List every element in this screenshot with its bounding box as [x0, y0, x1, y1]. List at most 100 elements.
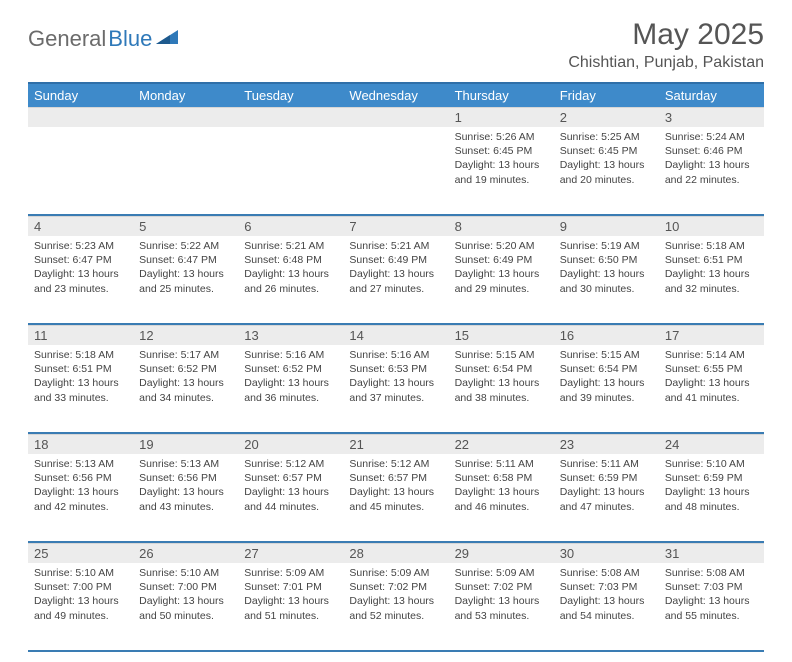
- day-number: 3: [659, 107, 764, 127]
- daylight-line: Daylight: 13 hours and 37 minutes.: [349, 376, 442, 404]
- day-cell: Sunrise: 5:14 AMSunset: 6:55 PMDaylight:…: [659, 345, 764, 433]
- daylight-line: Daylight: 13 hours and 41 minutes.: [665, 376, 758, 404]
- day-cell: Sunrise: 5:12 AMSunset: 6:57 PMDaylight:…: [343, 454, 448, 542]
- day-cell: Sunrise: 5:25 AMSunset: 6:45 PMDaylight:…: [554, 127, 659, 215]
- day-details: Sunrise: 5:10 AMSunset: 7:00 PMDaylight:…: [28, 563, 133, 627]
- day-details: Sunrise: 5:11 AMSunset: 6:58 PMDaylight:…: [449, 454, 554, 518]
- day-cell: Sunrise: 5:22 AMSunset: 6:47 PMDaylight:…: [133, 236, 238, 324]
- weekday-header: Thursday: [449, 83, 554, 107]
- day-cell: Sunrise: 5:24 AMSunset: 6:46 PMDaylight:…: [659, 127, 764, 215]
- sunrise-line: Sunrise: 5:11 AM: [560, 457, 653, 471]
- sunrise-line: Sunrise: 5:26 AM: [455, 130, 548, 144]
- sunrise-line: Sunrise: 5:08 AM: [665, 566, 758, 580]
- sunset-line: Sunset: 6:52 PM: [244, 362, 337, 376]
- day-details: Sunrise: 5:09 AMSunset: 7:02 PMDaylight:…: [343, 563, 448, 627]
- day-number: 4: [28, 216, 133, 236]
- sunset-line: Sunset: 7:00 PM: [139, 580, 232, 594]
- day-cell: [238, 127, 343, 215]
- day-cell: Sunrise: 5:16 AMSunset: 6:52 PMDaylight:…: [238, 345, 343, 433]
- daylight-line: Daylight: 13 hours and 45 minutes.: [349, 485, 442, 513]
- sunset-line: Sunset: 7:02 PM: [455, 580, 548, 594]
- sunrise-line: Sunrise: 5:23 AM: [34, 239, 127, 253]
- sunrise-line: Sunrise: 5:20 AM: [455, 239, 548, 253]
- sunrise-line: Sunrise: 5:24 AM: [665, 130, 758, 144]
- header: GeneralBlue May 2025 Chishtian, Punjab, …: [28, 18, 764, 76]
- brand-triangle-icon: [156, 27, 180, 45]
- sunrise-line: Sunrise: 5:21 AM: [244, 239, 337, 253]
- week-row: Sunrise: 5:10 AMSunset: 7:00 PMDaylight:…: [28, 563, 764, 651]
- day-number: 24: [659, 434, 764, 454]
- day-cell: Sunrise: 5:20 AMSunset: 6:49 PMDaylight:…: [449, 236, 554, 324]
- day-number: 14: [343, 325, 448, 345]
- sunset-line: Sunset: 6:50 PM: [560, 253, 653, 267]
- day-number: 12: [133, 325, 238, 345]
- day-number: 16: [554, 325, 659, 345]
- sunrise-line: Sunrise: 5:17 AM: [139, 348, 232, 362]
- sunset-line: Sunset: 6:52 PM: [139, 362, 232, 376]
- day-cell: Sunrise: 5:17 AMSunset: 6:52 PMDaylight:…: [133, 345, 238, 433]
- sunrise-line: Sunrise: 5:09 AM: [244, 566, 337, 580]
- day-number: 17: [659, 325, 764, 345]
- day-details: Sunrise: 5:08 AMSunset: 7:03 PMDaylight:…: [554, 563, 659, 627]
- day-details: Sunrise: 5:10 AMSunset: 7:00 PMDaylight:…: [133, 563, 238, 627]
- sunrise-line: Sunrise: 5:10 AM: [139, 566, 232, 580]
- day-number: 20: [238, 434, 343, 454]
- day-number: 15: [449, 325, 554, 345]
- sunrise-line: Sunrise: 5:09 AM: [455, 566, 548, 580]
- daylight-line: Daylight: 13 hours and 46 minutes.: [455, 485, 548, 513]
- daynum-row: 18192021222324: [28, 433, 764, 454]
- daylight-line: Daylight: 13 hours and 33 minutes.: [34, 376, 127, 404]
- daylight-line: Daylight: 13 hours and 19 minutes.: [455, 158, 548, 186]
- day-details: Sunrise: 5:15 AMSunset: 6:54 PMDaylight:…: [554, 345, 659, 409]
- sunrise-line: Sunrise: 5:15 AM: [560, 348, 653, 362]
- sunset-line: Sunset: 6:53 PM: [349, 362, 442, 376]
- day-details: Sunrise: 5:20 AMSunset: 6:49 PMDaylight:…: [449, 236, 554, 300]
- brand-text-2: Blue: [108, 26, 152, 52]
- sunset-line: Sunset: 6:49 PM: [455, 253, 548, 267]
- day-details: Sunrise: 5:14 AMSunset: 6:55 PMDaylight:…: [659, 345, 764, 409]
- sunset-line: Sunset: 7:03 PM: [665, 580, 758, 594]
- day-cell: Sunrise: 5:08 AMSunset: 7:03 PMDaylight:…: [659, 563, 764, 651]
- day-cell: Sunrise: 5:12 AMSunset: 6:57 PMDaylight:…: [238, 454, 343, 542]
- day-details: Sunrise: 5:26 AMSunset: 6:45 PMDaylight:…: [449, 127, 554, 191]
- daylight-line: Daylight: 13 hours and 36 minutes.: [244, 376, 337, 404]
- daylight-line: Daylight: 13 hours and 25 minutes.: [139, 267, 232, 295]
- sunset-line: Sunset: 6:55 PM: [665, 362, 758, 376]
- weekday-header: Sunday: [28, 83, 133, 107]
- day-details: Sunrise: 5:15 AMSunset: 6:54 PMDaylight:…: [449, 345, 554, 409]
- daylight-line: Daylight: 13 hours and 47 minutes.: [560, 485, 653, 513]
- sunset-line: Sunset: 6:56 PM: [139, 471, 232, 485]
- sunset-line: Sunset: 6:51 PM: [34, 362, 127, 376]
- daylight-line: Daylight: 13 hours and 55 minutes.: [665, 594, 758, 622]
- sunset-line: Sunset: 6:59 PM: [560, 471, 653, 485]
- day-number: 23: [554, 434, 659, 454]
- sunset-line: Sunset: 7:01 PM: [244, 580, 337, 594]
- day-cell: Sunrise: 5:26 AMSunset: 6:45 PMDaylight:…: [449, 127, 554, 215]
- sunset-line: Sunset: 6:48 PM: [244, 253, 337, 267]
- day-number: 5: [133, 216, 238, 236]
- day-number: 10: [659, 216, 764, 236]
- daylight-line: Daylight: 13 hours and 23 minutes.: [34, 267, 127, 295]
- daylight-line: Daylight: 13 hours and 43 minutes.: [139, 485, 232, 513]
- day-details: Sunrise: 5:13 AMSunset: 6:56 PMDaylight:…: [28, 454, 133, 518]
- daynum-row: 45678910: [28, 215, 764, 236]
- day-details: Sunrise: 5:09 AMSunset: 7:01 PMDaylight:…: [238, 563, 343, 627]
- daylight-line: Daylight: 13 hours and 44 minutes.: [244, 485, 337, 513]
- sunrise-line: Sunrise: 5:10 AM: [34, 566, 127, 580]
- day-cell: Sunrise: 5:21 AMSunset: 6:49 PMDaylight:…: [343, 236, 448, 324]
- daynum-row: ....123: [28, 107, 764, 127]
- location-text: Chishtian, Punjab, Pakistan: [568, 54, 764, 76]
- day-number: 31: [659, 543, 764, 563]
- sunrise-line: Sunrise: 5:12 AM: [349, 457, 442, 471]
- day-number: 30: [554, 543, 659, 563]
- weekday-header: Monday: [133, 83, 238, 107]
- daylight-line: Daylight: 13 hours and 48 minutes.: [665, 485, 758, 513]
- daylight-line: Daylight: 13 hours and 51 minutes.: [244, 594, 337, 622]
- day-number-empty: .: [28, 107, 133, 127]
- weekday-header-row: Sunday Monday Tuesday Wednesday Thursday…: [28, 83, 764, 107]
- brand-text-1: General: [28, 26, 106, 52]
- day-cell: [133, 127, 238, 215]
- day-number: 7: [343, 216, 448, 236]
- day-details: Sunrise: 5:24 AMSunset: 6:46 PMDaylight:…: [659, 127, 764, 191]
- week-row: Sunrise: 5:26 AMSunset: 6:45 PMDaylight:…: [28, 127, 764, 215]
